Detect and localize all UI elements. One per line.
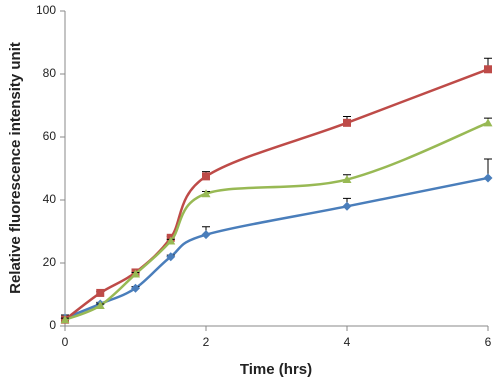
marker (483, 118, 493, 127)
x-axis-title: Time (hrs) (240, 361, 312, 378)
marker (60, 315, 70, 324)
y-tick-label: 20 (43, 255, 57, 269)
series-line (64, 68, 489, 321)
y-tick-label: 100 (36, 3, 56, 17)
x-tick-label: 2 (203, 335, 210, 349)
y-tick-label: 0 (49, 318, 56, 332)
marker (166, 236, 176, 245)
series-line (64, 176, 489, 320)
y-tick-label: 80 (43, 66, 57, 80)
marker (202, 172, 210, 181)
marker (131, 269, 140, 278)
marker (342, 201, 352, 211)
marker (95, 301, 105, 310)
marker (484, 65, 492, 74)
marker (131, 283, 140, 293)
y-tick-label: 60 (43, 129, 57, 143)
marker (96, 288, 105, 297)
series-line (64, 121, 489, 321)
marker (166, 252, 176, 262)
marker (201, 189, 211, 198)
x-tick-label: 0 (62, 335, 69, 349)
marker (342, 175, 352, 184)
x-tick-label: 4 (344, 335, 351, 349)
marker (201, 230, 211, 240)
marker (343, 118, 351, 127)
marker (483, 173, 493, 183)
y-axis-title: Relative fluorescence intensity unit (7, 42, 24, 294)
x-tick-label: 6 (485, 335, 492, 349)
y-tick-label: 40 (43, 192, 57, 206)
